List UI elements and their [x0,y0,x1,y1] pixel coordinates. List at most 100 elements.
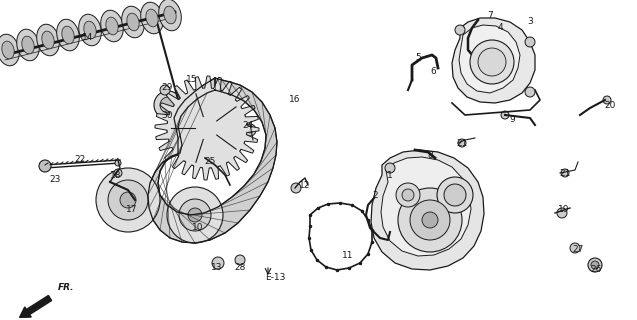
Circle shape [235,255,245,265]
Ellipse shape [141,2,163,34]
Ellipse shape [146,9,158,27]
Text: 11: 11 [342,251,354,260]
Text: 9: 9 [509,116,515,124]
Ellipse shape [159,0,182,31]
Circle shape [458,139,466,147]
Ellipse shape [17,29,39,61]
Ellipse shape [127,13,140,31]
Circle shape [167,88,247,168]
Circle shape [525,87,535,97]
Text: 23: 23 [49,175,61,185]
Circle shape [154,91,182,119]
Text: 21: 21 [456,139,468,148]
Text: 26: 26 [590,266,602,275]
Circle shape [212,257,224,269]
Text: FR.: FR. [58,283,75,292]
Text: 27: 27 [572,245,583,254]
Circle shape [108,180,148,220]
Circle shape [244,124,256,136]
Circle shape [588,258,602,272]
Circle shape [525,37,535,47]
Polygon shape [381,157,471,256]
Text: 21: 21 [559,169,571,178]
Circle shape [291,183,301,193]
Circle shape [247,127,253,133]
Circle shape [160,97,176,113]
Text: 20: 20 [605,100,616,109]
Circle shape [478,48,506,76]
Circle shape [501,111,509,119]
Circle shape [96,168,160,232]
Circle shape [160,85,170,95]
Circle shape [185,106,229,150]
Circle shape [591,261,599,269]
Circle shape [188,208,202,222]
Polygon shape [155,76,259,180]
Polygon shape [371,150,484,270]
Ellipse shape [79,14,101,46]
Ellipse shape [101,10,124,42]
Text: 4: 4 [497,23,503,33]
Text: 12: 12 [299,180,311,189]
Circle shape [167,187,223,243]
Circle shape [115,160,121,166]
Circle shape [603,96,611,104]
Text: 8: 8 [427,150,433,159]
Text: 29: 29 [161,84,173,92]
Circle shape [444,184,466,206]
Circle shape [557,208,567,218]
Circle shape [39,160,51,172]
Ellipse shape [84,21,96,39]
FancyArrow shape [20,295,52,317]
Text: 2: 2 [372,190,378,199]
Circle shape [570,243,580,253]
Circle shape [197,118,217,138]
Circle shape [396,183,420,207]
Text: 13: 13 [211,263,223,273]
Text: 22: 22 [75,156,85,164]
Circle shape [402,189,414,201]
Circle shape [561,169,569,177]
Text: 6: 6 [430,68,436,76]
Text: 24: 24 [242,121,254,130]
Text: 15: 15 [186,76,197,84]
Circle shape [179,199,211,231]
Ellipse shape [62,26,74,44]
Text: 7: 7 [487,11,493,20]
Circle shape [437,177,473,213]
Text: 19: 19 [558,205,569,214]
Circle shape [410,200,450,240]
Ellipse shape [22,36,34,54]
Text: 18: 18 [110,171,122,180]
Text: 28: 28 [234,263,246,273]
Polygon shape [452,18,535,103]
Ellipse shape [2,41,14,59]
Ellipse shape [106,17,118,35]
Ellipse shape [37,24,59,56]
Text: 17: 17 [126,205,138,214]
Ellipse shape [42,31,54,49]
Circle shape [114,169,122,177]
Circle shape [470,40,514,84]
Text: 25: 25 [204,157,216,166]
Ellipse shape [164,6,176,24]
Circle shape [455,25,465,35]
Polygon shape [148,78,277,243]
Ellipse shape [57,19,79,51]
Polygon shape [459,25,520,93]
Text: 3: 3 [527,18,533,27]
Text: 1: 1 [387,171,393,180]
Circle shape [120,192,136,208]
Circle shape [385,163,395,173]
Ellipse shape [0,34,19,66]
Text: 14: 14 [82,34,94,43]
Text: 16: 16 [289,95,301,105]
Text: 30: 30 [161,110,173,119]
Text: 10: 10 [192,223,204,233]
Ellipse shape [122,6,145,38]
Circle shape [422,212,438,228]
Text: E-13: E-13 [265,274,285,283]
Circle shape [398,188,462,252]
Text: 5: 5 [415,53,421,62]
Circle shape [202,152,212,162]
